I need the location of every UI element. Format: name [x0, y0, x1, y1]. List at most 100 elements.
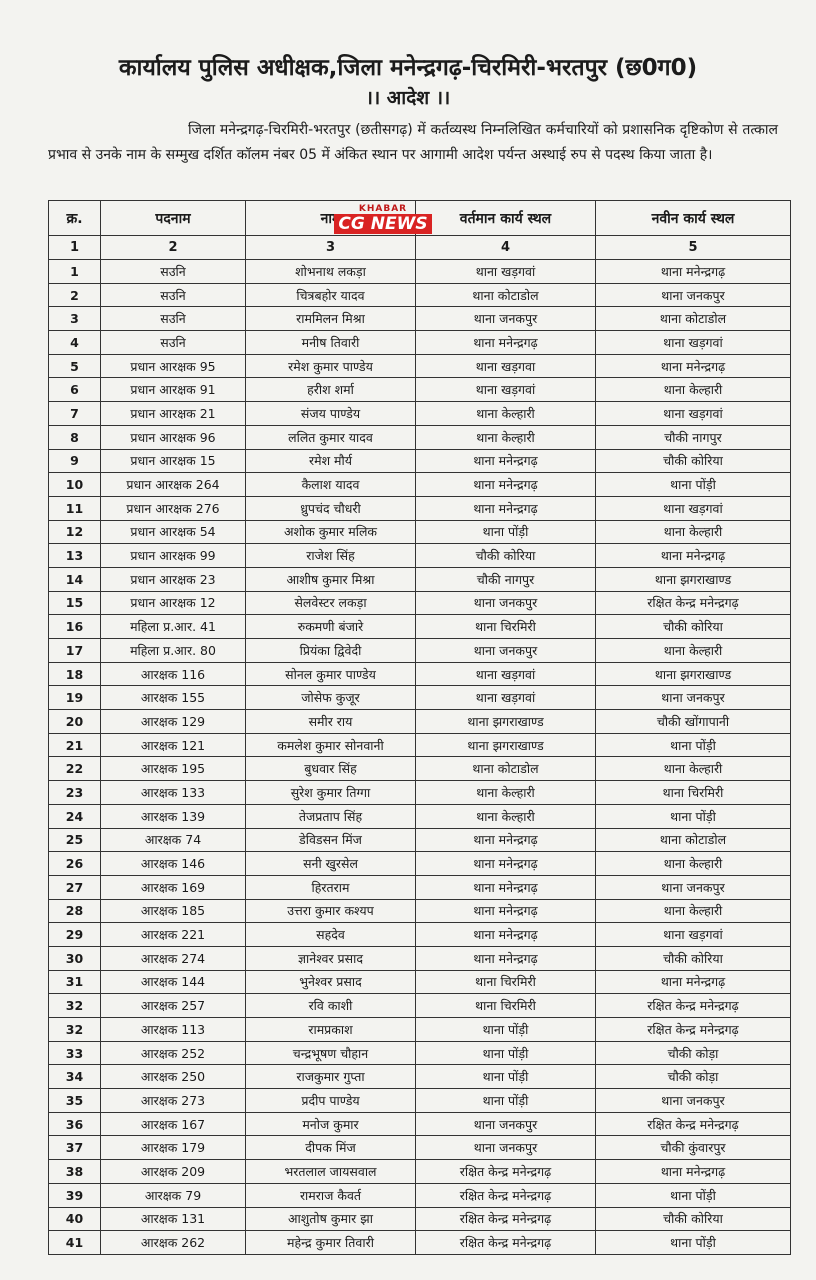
- table-row: 35 आरक्षक 273 प्रदीप पाण्डेय थाना पोंड़ी थान…: [48, 1088, 791, 1113]
- designation: आरक्षक 116: [100, 661, 246, 687]
- current-post: रक्षित केन्द्र मनेन्द्रगढ़: [415, 1230, 596, 1255]
- table-row: 25 आरक्षक 74 डेविडसन मिंज थाना मनेन्द्रगढ़ थ…: [48, 827, 791, 853]
- designation: आरक्षक 155: [100, 685, 246, 711]
- current-post: थाना केल्हारी: [415, 803, 596, 829]
- table-row: 39 आरक्षक 79 रामराज कैवर्त रक्षित केन्द्र म…: [48, 1182, 791, 1208]
- new-post: थाना खड़गवां: [595, 330, 791, 355]
- serial: 2: [48, 282, 101, 308]
- current-post: थाना जनकपुर: [415, 306, 596, 332]
- watermark-top: KHABAR: [358, 204, 408, 214]
- new-post: रक्षित केन्द्र मनेन्द्रगढ़: [595, 993, 791, 1018]
- new-post: थाना खड़गवां: [595, 495, 791, 521]
- name: रामप्रकाश: [245, 1017, 416, 1042]
- designation: आरक्षक 146: [100, 851, 246, 876]
- serial: 40: [48, 1206, 101, 1232]
- serial: 14: [48, 566, 101, 592]
- table-row: 24 आरक्षक 139 तेजप्रताप सिंह थाना केल्हारी थ…: [48, 803, 791, 829]
- table-row: 6 प्रधान आरक्षक 91 हरीश शर्मा थाना खड़गवां थ…: [48, 377, 791, 403]
- name: चित्रबहोर यादव: [245, 282, 416, 308]
- table-row: 21 आरक्षक 121 कमलेश कुमार सोनवानी थाना झगरा…: [48, 732, 791, 758]
- current-post: थाना झगराखाण्ड: [415, 709, 596, 734]
- column-header: पदनाम: [100, 200, 246, 236]
- name: ध्रुपचंद चौधरी: [245, 495, 416, 521]
- name: सुरेश कुमार तिग्गा: [245, 780, 416, 805]
- new-post: रक्षित केन्द्र मनेन्द्रगढ़: [595, 590, 791, 616]
- table-row: 40 आरक्षक 131 आशुतोष कुमार झा रक्षित केन्द्…: [48, 1206, 791, 1232]
- table-row: 20 आरक्षक 129 समीर राय थाना झगराखाण्ड चौकी ख…: [48, 709, 791, 734]
- table-row: 10 प्रधान आरक्षक 264 कैलाश यादव थाना मनेन्द…: [48, 472, 791, 497]
- table-row: 34 आरक्षक 250 राजकुमार गुप्ता थाना पोंड़ी चौ…: [48, 1064, 791, 1090]
- current-post: थाना कोटाडोल: [415, 756, 596, 782]
- watermark-main: CG NEWS: [334, 214, 432, 234]
- serial: 13: [48, 543, 101, 568]
- name: रवि काशी: [245, 993, 416, 1018]
- designation: प्रधान आरक्षक 264: [100, 472, 246, 497]
- table-row: 7 प्रधान आरक्षक 21 संजय पाण्डेय थाना केल्हा…: [48, 401, 791, 426]
- serial: 25: [48, 827, 101, 853]
- current-post: रक्षित केन्द्र मनेन्द्रगढ़: [415, 1206, 596, 1232]
- current-post: थाना मनेन्द्रगढ़: [415, 922, 596, 947]
- designation: सउनि: [100, 330, 246, 355]
- table-row: 1 सउनि शोभनाथ लकड़ा थाना खड़गवां थाना मनेन्द…: [48, 259, 791, 284]
- current-post: थाना पोंड़ी: [415, 1017, 596, 1042]
- current-post: थाना खड़गवां: [415, 685, 596, 711]
- new-post: थाना खड़गवां: [595, 401, 791, 426]
- new-post: चौकी कोरिया: [595, 945, 791, 971]
- serial: 11: [48, 495, 101, 521]
- name: आशीष कुमार मिश्रा: [245, 566, 416, 592]
- name: रमेश कुमार पाण्डेय: [245, 353, 416, 379]
- name: महेन्द्र कुमार तिवारी: [245, 1230, 416, 1255]
- name: भरतलाल जायसवाल: [245, 1159, 416, 1184]
- order-paragraph: जिला मनेन्द्रगढ़-चिरमिरी-भरतपुर (छतीसगढ़…: [48, 122, 778, 163]
- serial: 5: [48, 353, 101, 379]
- designation: आरक्षक 169: [100, 874, 246, 900]
- designation: प्रधान आरक्षक 95: [100, 353, 246, 379]
- name: सेलवेस्टर लकड़ा: [245, 590, 416, 616]
- designation: आरक्षक 131: [100, 1206, 246, 1232]
- designation: महिला प्र.आर. 41: [100, 614, 246, 639]
- name: राजेश सिंह: [245, 543, 416, 568]
- new-post: चौकी खोंगापानी: [595, 709, 791, 734]
- designation: आरक्षक 209: [100, 1159, 246, 1184]
- table-row: 33 आरक्षक 252 चन्द्रभूषण चौहान थाना पोंड़ी च…: [48, 1040, 791, 1066]
- designation: प्रधान आरक्षक 54: [100, 519, 246, 545]
- name: राममिलन मिश्रा: [245, 306, 416, 332]
- name: भुनेश्वर प्रसाद: [245, 969, 416, 995]
- current-post: थाना मनेन्द्रगढ़: [415, 827, 596, 853]
- serial: 9: [48, 448, 101, 474]
- table-row: 17 महिला प्र.आर. 80 प्रियंका द्विवेदी थाना …: [48, 638, 791, 663]
- name: तेजप्रताप सिंह: [245, 803, 416, 829]
- serial: 36: [48, 1111, 101, 1137]
- serial: 6: [48, 377, 101, 403]
- table-row: 12 प्रधान आरक्षक 54 अशोक कुमार मलिक थाना पो…: [48, 519, 791, 545]
- designation: आरक्षक 121: [100, 732, 246, 758]
- new-post: थाना केल्हारी: [595, 519, 791, 545]
- serial: 10: [48, 472, 101, 497]
- designation: सउनि: [100, 282, 246, 308]
- column-number: 4: [415, 235, 596, 260]
- serial: 15: [48, 590, 101, 616]
- current-post: थाना चिरमिरी: [415, 993, 596, 1018]
- designation: आरक्षक 257: [100, 993, 246, 1018]
- current-post: थाना मनेन्द्रगढ़: [415, 330, 596, 355]
- new-post: थाना पोंड़ी: [595, 1230, 791, 1255]
- designation: आरक्षक 74: [100, 827, 246, 853]
- new-post: चौकी कोरिया: [595, 614, 791, 639]
- serial: 3: [48, 306, 101, 332]
- table-row: 32 आरक्षक 257 रवि काशी थाना चिरमिरी रक्षित क…: [48, 993, 791, 1018]
- name: रमेश मौर्य: [245, 448, 416, 474]
- table-row: 9 प्रधान आरक्षक 15 रमेश मौर्य थाना मनेन्द्र…: [48, 448, 791, 474]
- name: सहदेव: [245, 922, 416, 947]
- name: प्रियंका द्विवेदी: [245, 638, 416, 663]
- designation: आरक्षक 262: [100, 1230, 246, 1255]
- designation: प्रधान आरक्षक 276: [100, 495, 246, 521]
- serial: 31: [48, 969, 101, 995]
- name: रुकमणी बंजारे: [245, 614, 416, 639]
- table-row: 13 प्रधान आरक्षक 99 राजेश सिंह चौकी कोरिया थ…: [48, 543, 791, 568]
- column-header: क्र.: [48, 200, 101, 236]
- current-post: चौकी नागपुर: [415, 566, 596, 592]
- serial: 8: [48, 424, 101, 450]
- name: हरीश शर्मा: [245, 377, 416, 403]
- name: रामराज कैवर्त: [245, 1182, 416, 1208]
